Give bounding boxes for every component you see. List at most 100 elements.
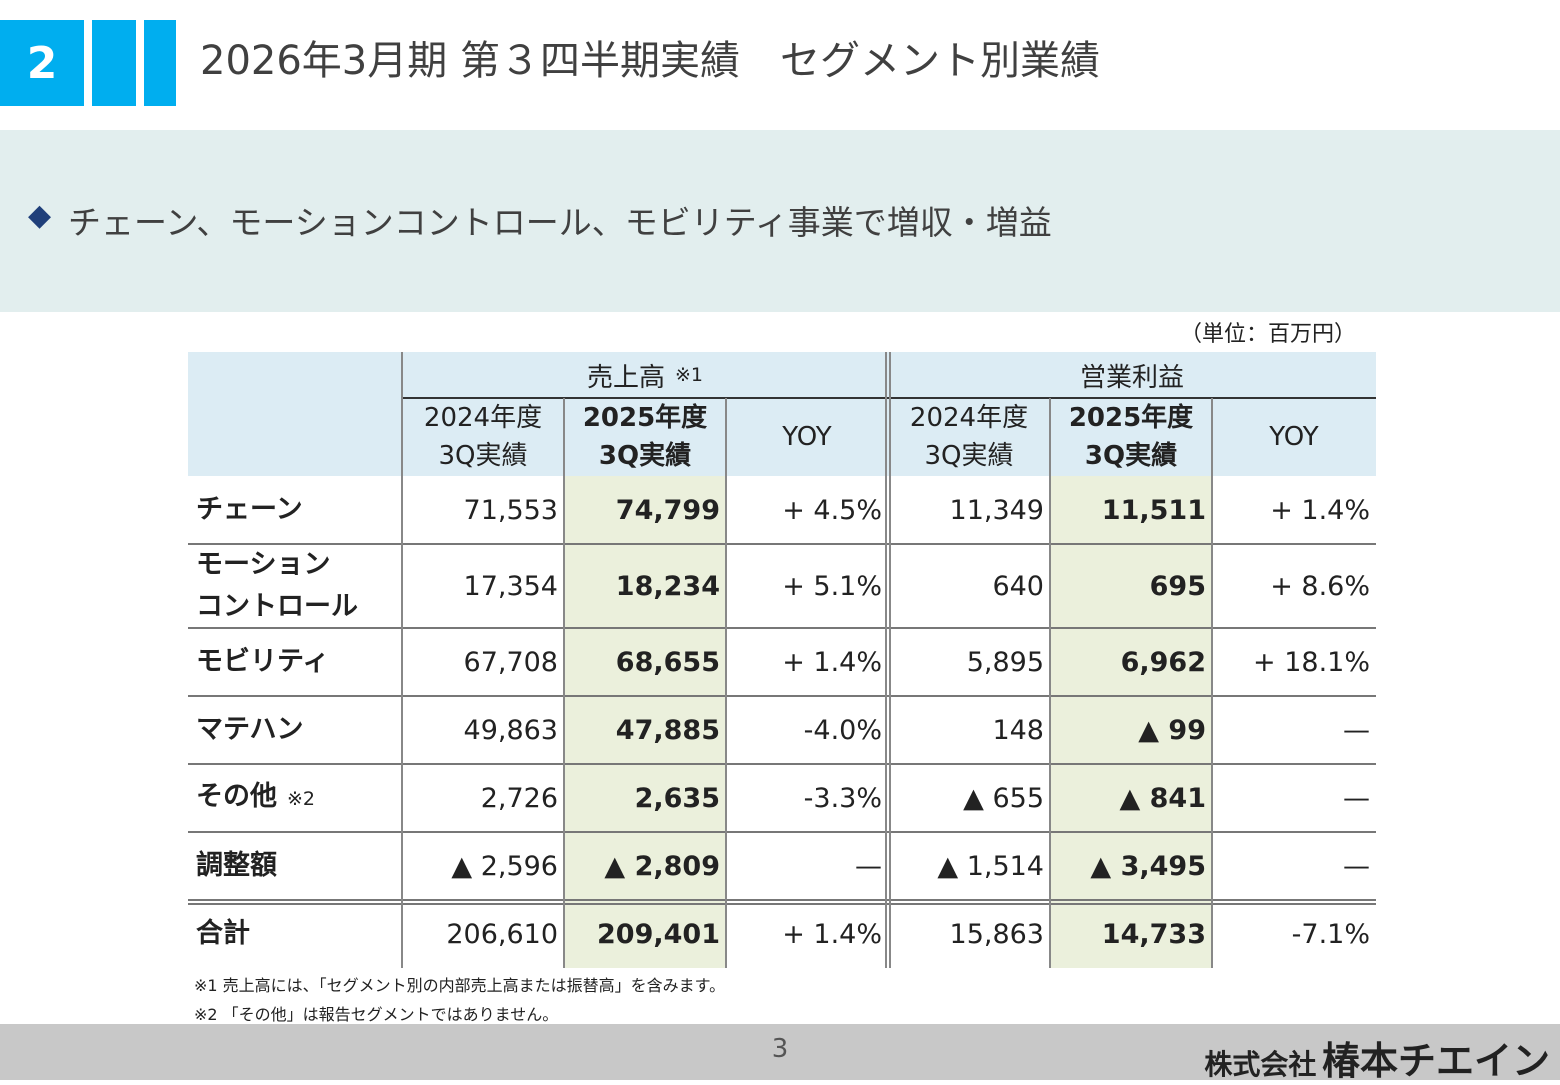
- table-cell: ▲ 3,495: [1090, 850, 1206, 882]
- footer: [0, 1024, 1560, 1080]
- column-header-line: YOY: [1269, 422, 1319, 452]
- row-rule: [188, 903, 1376, 905]
- column-header: YOY: [1212, 398, 1376, 476]
- table-cell: 15,863: [949, 918, 1044, 950]
- table-cell: 640: [992, 570, 1044, 602]
- table-cell: —: [1343, 782, 1370, 814]
- row-label-line: モーション: [196, 549, 331, 580]
- table-cell: 6,962: [1120, 646, 1206, 678]
- column-header-line: 2025年度: [582, 403, 708, 433]
- table-cell: 71,553: [463, 494, 558, 526]
- row-note: ※2: [287, 788, 316, 810]
- table-cell: 148: [992, 714, 1044, 746]
- row-label: モビリティ: [188, 628, 402, 696]
- highlight-col: [1050, 476, 1212, 968]
- row-label: 調整額: [188, 832, 402, 900]
- section-number: 2: [0, 20, 84, 106]
- row-label: マテハン: [188, 696, 402, 764]
- table-cell: 2,635: [634, 782, 720, 814]
- group-note: ※1: [675, 364, 704, 386]
- table-cell: + 18.1%: [1253, 646, 1370, 678]
- table-cell: ▲ 2,809: [604, 850, 720, 882]
- row-label-line: モビリティ: [196, 646, 330, 677]
- row-label: 合計: [188, 900, 402, 968]
- table-cell: 5,895: [966, 646, 1044, 678]
- footnote: ※1 売上高には、「セグメント別の内部売上高または振替高」を含みます。: [194, 976, 726, 995]
- group-header: 売上高 ※1: [402, 352, 888, 398]
- col-rule: [725, 398, 727, 968]
- highlight-col: [564, 476, 726, 968]
- row-rule: [188, 831, 1376, 833]
- table-cell: 68,655: [615, 646, 720, 678]
- table-cell: 11,349: [949, 494, 1044, 526]
- table-cell: + 1.4%: [1270, 494, 1370, 526]
- row-rule: [188, 695, 1376, 697]
- table-cell: + 1.4%: [782, 918, 882, 950]
- column-header: 2024年度 3Q実績: [888, 398, 1050, 476]
- col-rule: [1049, 398, 1051, 968]
- group-label: 売上高: [586, 362, 665, 393]
- column-header: 2025年度 3Q実績: [1050, 398, 1212, 476]
- company-name: 椿本チエイン: [1321, 1039, 1550, 1083]
- table-cell: 695: [1149, 570, 1206, 602]
- group-header: 営業利益: [888, 352, 1376, 398]
- table-cell: 74,799: [615, 494, 720, 526]
- summary-text: チェーン、モーションコントロール、モビリティ事業で増収・増益: [68, 203, 1052, 242]
- unit-note: （単位：百万円）: [1179, 322, 1356, 347]
- group-label: 営業利益: [1079, 362, 1184, 393]
- table-cell: + 1.4%: [782, 646, 882, 678]
- row-label-line: その他 ※2: [196, 781, 316, 812]
- table-cell: 17,354: [463, 570, 558, 602]
- column-header: 2024年度 3Q実績: [402, 398, 564, 476]
- table-cell: —: [1343, 714, 1370, 746]
- row-label-line: チェーン: [196, 494, 303, 525]
- table-cell: ▲ 2,596: [451, 850, 558, 882]
- row-label: モーション コントロール: [188, 544, 402, 628]
- table-cell: -3.3%: [803, 782, 882, 814]
- deco-bar: [144, 20, 176, 106]
- table-cell: 49,863: [463, 714, 558, 746]
- table-cell: 209,401: [597, 918, 720, 950]
- column-header: 2025年度 3Q実績: [564, 398, 726, 476]
- row-rule: [188, 627, 1376, 629]
- row-label-line: 調整額: [196, 850, 277, 881]
- col-rule: [401, 352, 403, 968]
- row-label: チェーン: [188, 476, 402, 544]
- footnote: ※2 「その他」は報告セグメントではありません。: [194, 1005, 559, 1024]
- row-label-line: マテハン: [196, 714, 304, 745]
- row-rule: [188, 543, 1376, 545]
- table-cell: + 5.1%: [782, 570, 882, 602]
- column-header-line: 3Q実績: [438, 441, 528, 471]
- table-cell: 67,708: [463, 646, 558, 678]
- table-cell: -7.1%: [1291, 918, 1370, 950]
- company: 株式会社 椿本チエイン: [1204, 1030, 1550, 1085]
- table-cell: —: [855, 850, 882, 882]
- header-bg: [188, 352, 1376, 476]
- table-cell: 14,733: [1101, 918, 1206, 950]
- column-header: YOY: [726, 398, 888, 476]
- column-header-line: 3Q実績: [924, 441, 1014, 471]
- col-rule: [563, 398, 565, 968]
- column-header-line: 2024年度: [423, 403, 543, 433]
- table-cell: ▲ 841: [1119, 782, 1206, 814]
- column-header-line: 3Q実績: [1084, 441, 1178, 471]
- summary-band: [0, 130, 1560, 312]
- column-header-line: 3Q実績: [598, 441, 692, 471]
- table-cell: 47,885: [615, 714, 720, 746]
- row-rule: [188, 763, 1376, 765]
- column-header-line: 2025年度: [1068, 403, 1194, 433]
- table-cell: -4.0%: [803, 714, 882, 746]
- row-label-line: 合計: [196, 918, 250, 949]
- column-header-line: YOY: [782, 422, 832, 452]
- page-number: 3: [771, 1034, 789, 1064]
- table-cell: 2,726: [480, 782, 558, 814]
- table-cell: ▲ 99: [1138, 714, 1206, 746]
- table-cell: ▲ 1,514: [937, 850, 1044, 882]
- company-prefix: 株式会社: [1204, 1048, 1317, 1081]
- table-cell: + 8.6%: [1270, 570, 1370, 602]
- row-label: その他 ※2: [188, 764, 402, 832]
- row-rule: [188, 899, 1376, 901]
- deco-bar: [92, 20, 136, 106]
- table-cell: ▲ 655: [963, 782, 1044, 814]
- col-rule: [885, 352, 887, 968]
